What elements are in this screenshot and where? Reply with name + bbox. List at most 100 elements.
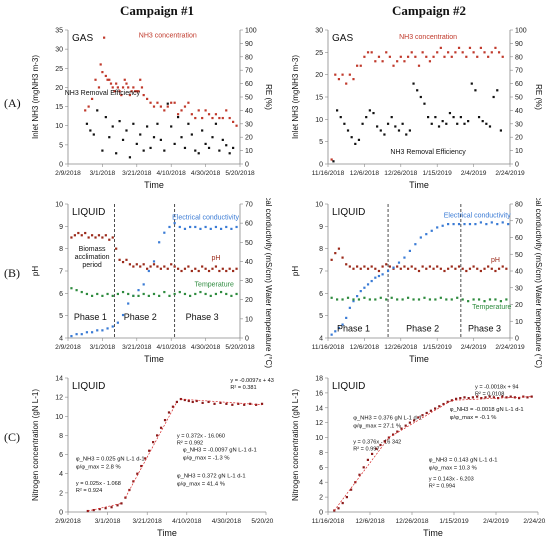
- chart-c2-x-tick-label: 11/16/2018: [312, 518, 345, 525]
- chart-b1-title: LIQUID: [72, 207, 105, 218]
- chart-a1-point: [232, 120, 235, 123]
- chart-b1-point: [101, 329, 104, 332]
- chart-b1-point: [173, 265, 176, 268]
- chart-b2-point: [334, 252, 337, 255]
- chart-a2-point: [436, 51, 439, 54]
- chart-b2-point: [337, 247, 341, 250]
- chart-a2-point: [354, 142, 357, 145]
- chart-c1-title: LIQUID: [72, 381, 105, 392]
- chart-b2-x-tick-label: 12/26/2018: [384, 344, 417, 351]
- chart-b1-point: [159, 267, 162, 270]
- chart-a1-point: [132, 86, 135, 89]
- chart-a1-point: [142, 93, 145, 97]
- chart-a1-point: [152, 136, 156, 139]
- chart-a2-x-tick-label: 11/16/2018: [312, 170, 345, 177]
- chart-a1-point: [228, 152, 231, 155]
- chart-b1-point: [139, 265, 142, 268]
- chart-a1-point: [201, 116, 204, 120]
- chart-a2-point: [401, 122, 404, 125]
- chart-b2-annotation-p2: Phase 2: [406, 323, 439, 333]
- chart-c2-point: [421, 414, 424, 417]
- chart-a2-point: [465, 55, 468, 58]
- chart-b1-point: [166, 267, 169, 270]
- chart-a2-point: [337, 78, 341, 81]
- chart-b2-point: [450, 265, 453, 268]
- chart-b2-point: [452, 223, 455, 226]
- chart-b2-point: [490, 221, 493, 224]
- chart-c2-x-tick-label: 12/26/2018: [395, 518, 428, 525]
- chart-b2-point: [356, 265, 359, 268]
- chart-b2-point: [461, 298, 464, 301]
- chart-a1-point: [133, 90, 137, 93]
- chart-c1-x-tick-label: 3/1/2018: [95, 518, 121, 525]
- chart-c2-x-tick-label: 12/6/2018: [355, 518, 385, 525]
- chart-a2-point: [481, 120, 484, 123]
- chart-b2-point: [425, 267, 428, 270]
- chart-a1-point: [90, 97, 94, 101]
- chart-a1-point: [166, 102, 169, 105]
- chart-a2-y2-tick-label: 60: [515, 81, 523, 88]
- chart-b1-point: [85, 331, 89, 334]
- chart-c2-point: [471, 396, 474, 399]
- chart-c1-point: [207, 400, 210, 404]
- chart-a1-point: [235, 124, 238, 127]
- chart-b2-point: [381, 273, 384, 276]
- chart-b1-annotation-temp: Temperature: [195, 282, 234, 289]
- chart-b2-point: [479, 221, 482, 224]
- chart-b1-point: [137, 289, 140, 292]
- chart-b2-point: [359, 290, 362, 293]
- chart-a2-point: [361, 122, 364, 125]
- chart-b1-point: [106, 292, 109, 296]
- chart-c1-point: [219, 401, 222, 404]
- chart-a2-x-label: Time: [409, 180, 429, 190]
- chart-a1-point: [218, 116, 221, 120]
- chart-b1-point: [209, 227, 212, 230]
- chart-a2-point: [381, 60, 384, 63]
- chart-b1-point: [147, 294, 150, 297]
- chart-c2-y-tick-label: 10: [315, 435, 323, 442]
- chart-c1-point: [195, 399, 198, 403]
- chart-c1-fit-r2: R² = 0.992: [177, 440, 203, 446]
- chart-a2-point: [392, 64, 395, 67]
- chart-a2-point: [472, 51, 475, 54]
- chart-b1-point: [87, 236, 90, 239]
- chart-b1-point: [77, 231, 80, 235]
- chart-b1-point: [173, 222, 176, 225]
- chart-b1-point: [135, 263, 138, 266]
- chart-c2-point: [417, 416, 420, 419]
- chart-a2-annotation-re: NH3 Removal Efficiency: [390, 149, 466, 156]
- chart-b2-point: [406, 296, 410, 299]
- chart-a1-point: [232, 146, 235, 150]
- chart-b2-point: [465, 269, 468, 273]
- chart-b1-point: [189, 294, 192, 297]
- chart-b1-x-tick-label: 5/20/2018: [225, 344, 255, 351]
- chart-b2-point: [357, 298, 361, 301]
- chart-c1-y-tick-label: 2: [59, 490, 63, 497]
- chart-b1-x-tick-label: 4/10/2018: [157, 344, 187, 351]
- chart-b2-point: [410, 265, 413, 268]
- chart-a1-point: [163, 149, 166, 152]
- chart-a1-point: [146, 97, 149, 101]
- chart-a1-point: [221, 116, 224, 120]
- chart-c2-fit-r2: R² = 0.997: [353, 447, 379, 453]
- chart-a1-point: [128, 93, 132, 97]
- chart-b2-y2-tick-label: 80: [515, 202, 523, 209]
- chart-a2-point: [485, 122, 488, 125]
- chart-b2-point: [330, 333, 333, 336]
- row-label-c: (C): [4, 430, 20, 444]
- chart-b2-point: [390, 296, 393, 299]
- chart-b1-point: [152, 260, 156, 263]
- chart-a1-y-tick-label: 5: [59, 142, 63, 149]
- chart-a1-point: [156, 122, 159, 125]
- chart-c2-fit-ratio: φ/φ_max = -0.1 %: [450, 415, 497, 421]
- chart-b1-point: [163, 265, 166, 268]
- chart-a2-point: [397, 129, 401, 132]
- chart-b2-point: [403, 265, 406, 268]
- chart-a1-point: [113, 90, 116, 93]
- chart-b1-point: [197, 269, 200, 273]
- chart-c1-y-tick-label: 8: [59, 433, 63, 440]
- chart-b2-point: [370, 265, 373, 268]
- chart-b1-point: [204, 267, 207, 270]
- chart-a1-y2-tick-label: 40: [245, 108, 253, 115]
